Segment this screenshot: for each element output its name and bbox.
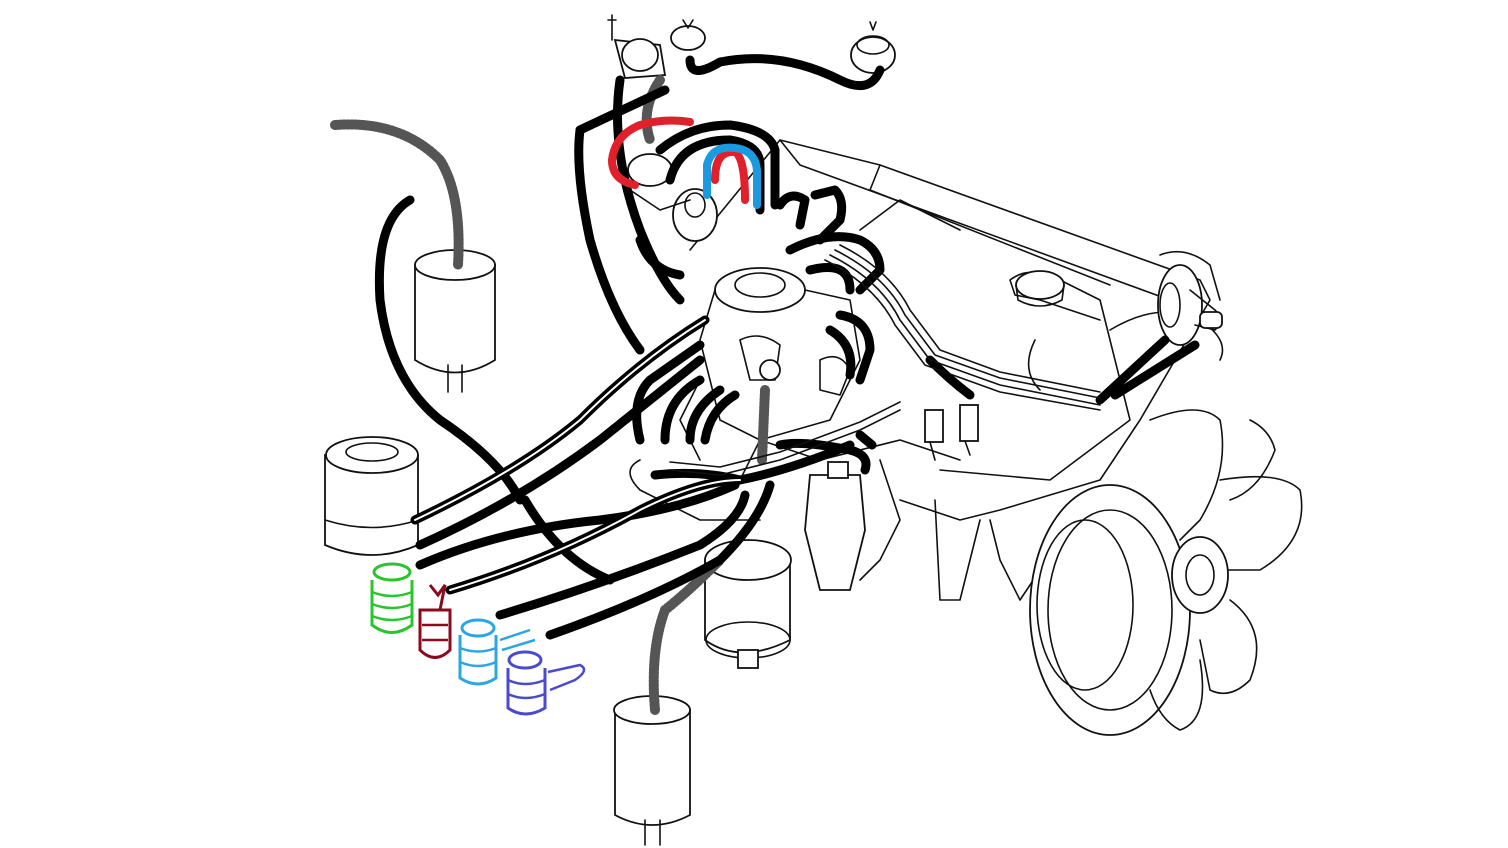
engine-block bbox=[629, 139, 1224, 601]
colored-hoses bbox=[607, 116, 761, 209]
vacuum-tube-bundle bbox=[669, 244, 1101, 476]
vacuum-hoses bbox=[374, 54, 1200, 640]
vacuum-filter-bottom bbox=[613, 695, 691, 846]
temperature-sensors bbox=[924, 404, 979, 461]
vacuum-diaphragm-top-center bbox=[670, 19, 706, 51]
braided-hoses bbox=[330, 75, 770, 715]
vsv-purple bbox=[506, 650, 586, 716]
vsv-green bbox=[370, 562, 414, 634]
hose-highlights bbox=[414, 319, 741, 591]
vacuum-diaphragm-right bbox=[1157, 264, 1223, 346]
charcoal-canister bbox=[324, 436, 419, 556]
vacuum-diaphragm-top-right bbox=[850, 21, 896, 74]
vacuum-canister-center bbox=[704, 539, 792, 669]
red-hose bbox=[607, 116, 694, 189]
oil-filler-cap bbox=[1015, 270, 1065, 307]
vsv-light-blue bbox=[458, 618, 536, 686]
cooling-fan bbox=[1029, 409, 1303, 736]
vacuum-filter-top-left bbox=[414, 249, 496, 393]
sensor-switch bbox=[804, 461, 866, 591]
vacuum-valve-top-left bbox=[607, 14, 667, 79]
red-hose-right bbox=[711, 147, 749, 204]
vsv-maroon bbox=[418, 584, 452, 659]
egr-valve bbox=[627, 153, 718, 242]
blue-hose bbox=[703, 143, 761, 209]
carburetor-assembly bbox=[679, 267, 861, 461]
